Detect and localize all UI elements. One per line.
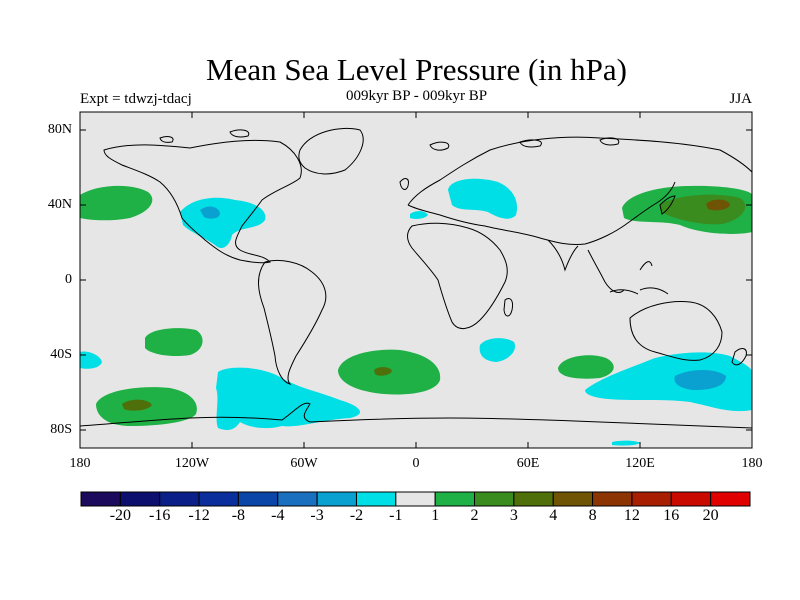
colorbar-label: 4: [549, 507, 558, 524]
colorbar-label: -16: [149, 507, 171, 524]
colorbar-cell: [592, 491, 633, 507]
lon-label-60w: 60W: [290, 456, 318, 471]
anomaly-south-pacific: [145, 328, 203, 357]
anomaly-north-pacific-east: [80, 185, 153, 221]
anomaly-south-atlantic-core: [374, 367, 392, 376]
colorbar-cell: [552, 491, 594, 507]
map-title: Mean Sea Level Pressure (in hPa): [206, 52, 627, 87]
lat-label-80n: 80N: [47, 122, 72, 137]
colorbar-label: -12: [188, 507, 210, 524]
colorbar-label: 1: [431, 507, 440, 524]
colorbar-label: 20: [702, 507, 719, 524]
colorbar-label: -1: [389, 507, 403, 524]
anomaly-antarctic-small: [612, 440, 640, 446]
anomaly-western-europe-small: [410, 211, 428, 219]
colorbar-cell: [119, 491, 161, 507]
coastlines: [80, 127, 752, 429]
colorbar-cell: [395, 491, 436, 507]
colorbar-label: 16: [663, 507, 680, 524]
lon-label-60e: 60E: [516, 456, 540, 471]
anomaly-north-america-core: [200, 206, 220, 219]
anomaly-south-australia-core: [674, 370, 726, 390]
season-label: JJA: [729, 91, 752, 107]
anomaly-ross-sea-core: [122, 399, 152, 411]
colorbar-cell: [80, 491, 121, 507]
anomaly-northwest-pacific-core: [706, 199, 730, 211]
lat-label-80s: 80S: [50, 422, 72, 437]
period-label: 009kyr BP - 009kyr BP: [345, 88, 488, 104]
colorbar-cell: [237, 491, 279, 507]
colorbar-label: -3: [310, 507, 324, 524]
lon-label-120w: 120W: [174, 456, 210, 471]
colorbar-label: -4: [271, 507, 285, 524]
lon-label-0: 0: [412, 456, 420, 471]
colorbar-cell: [710, 491, 751, 507]
colorbar-label: -20: [109, 507, 132, 524]
colorbar-cell: [631, 491, 672, 507]
colorbar-label: 3: [509, 507, 518, 524]
axis-ticks: [79, 112, 753, 448]
anomaly-southern-indian-negative: [479, 338, 516, 362]
colorbar-label: -2: [349, 507, 364, 524]
colorbar-cell: [355, 491, 397, 507]
anomaly-far-west-south: [80, 351, 102, 369]
lon-label-180e: 180: [741, 456, 763, 471]
colorbar: [80, 491, 751, 507]
lat-label-40s: 40S: [50, 347, 72, 362]
colorbar-label: 12: [623, 507, 640, 524]
anomaly-amundsen-sea: [216, 367, 361, 430]
anomaly-eastern-europe: [448, 178, 518, 219]
colorbar-label: 8: [588, 507, 597, 524]
colorbar-cell: [198, 491, 239, 507]
anomaly-fills: [80, 178, 752, 446]
lat-label-40n: 40N: [47, 197, 72, 212]
colorbar-cell: [316, 491, 357, 507]
lon-label-120e: 120E: [625, 456, 655, 471]
colorbar-cell: [277, 491, 318, 507]
lon-label-180w: 180: [69, 456, 91, 471]
colorbar-label: -8: [231, 507, 246, 524]
colorbar-label: 2: [470, 507, 479, 524]
colorbar-cell: [513, 491, 554, 507]
colorbar-cell: [434, 491, 476, 507]
colorbar-cell: [159, 491, 200, 507]
lat-label-0: 0: [65, 272, 72, 287]
anomaly-southern-indian-positive: [558, 355, 614, 379]
anomaly-south-australia: [585, 352, 752, 412]
colorbar-cell: [474, 491, 515, 507]
experiment-label: Expt = tdwzj-tdacj: [80, 91, 192, 107]
colorbar-cell: [670, 491, 712, 507]
